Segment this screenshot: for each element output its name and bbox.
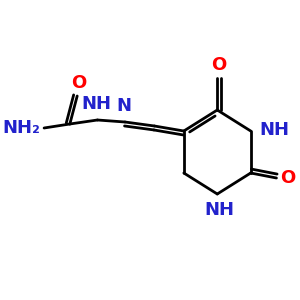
Text: O: O [71, 74, 87, 92]
Text: NH: NH [204, 201, 234, 219]
Text: NH: NH [259, 121, 289, 139]
Text: N: N [117, 97, 132, 115]
Text: NH: NH [82, 95, 112, 113]
Text: O: O [212, 56, 227, 74]
Text: O: O [280, 169, 295, 187]
Text: NH₂: NH₂ [2, 119, 40, 137]
